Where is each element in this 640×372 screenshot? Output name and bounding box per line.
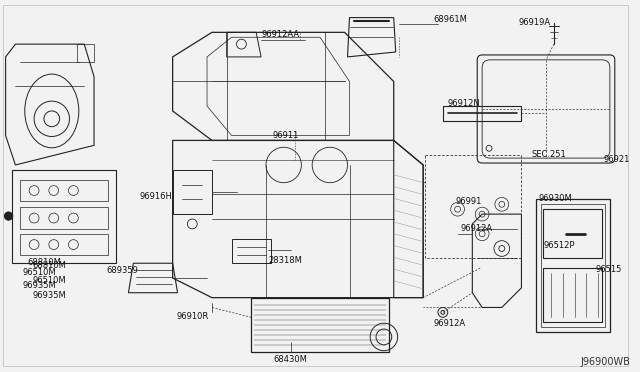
Text: 96912N: 96912N xyxy=(448,99,481,108)
Text: 68961M: 68961M xyxy=(433,15,467,24)
Text: 96991: 96991 xyxy=(456,198,482,206)
Text: 96510M: 96510M xyxy=(32,276,66,285)
Text: 689359: 689359 xyxy=(107,266,139,275)
Text: 96935M: 96935M xyxy=(32,291,66,300)
Text: 96911: 96911 xyxy=(273,131,299,140)
Text: 96910R: 96910R xyxy=(176,312,209,321)
Text: 96515: 96515 xyxy=(595,265,621,274)
Text: 28318M: 28318M xyxy=(268,256,302,265)
Text: 96930M: 96930M xyxy=(538,195,572,203)
Text: J96900WB: J96900WB xyxy=(580,357,630,366)
Text: 68810M: 68810M xyxy=(28,258,61,267)
Text: 96919A: 96919A xyxy=(518,17,550,27)
Text: 96916H: 96916H xyxy=(140,192,173,202)
Text: 68430M: 68430M xyxy=(274,355,307,363)
Text: 96935M: 96935M xyxy=(22,281,56,290)
Text: 96912AA: 96912AA xyxy=(261,31,299,39)
Text: 96912A: 96912A xyxy=(433,319,465,328)
Text: 96921: 96921 xyxy=(603,155,629,164)
Text: 96912A: 96912A xyxy=(461,224,493,233)
Text: SEC.251: SEC.251 xyxy=(531,150,566,159)
Text: 96510M: 96510M xyxy=(22,268,56,277)
Circle shape xyxy=(4,212,13,220)
Text: 68810M: 68810M xyxy=(32,261,66,270)
Text: 96512P: 96512P xyxy=(543,241,575,250)
